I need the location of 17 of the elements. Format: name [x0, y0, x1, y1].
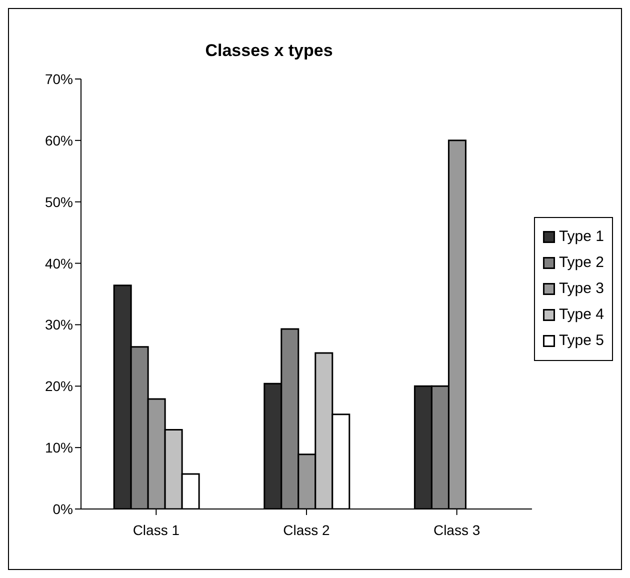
legend-label: Type 3 [558, 279, 604, 299]
legend-label: Type 1 [558, 227, 604, 247]
chart-title: Classes x types [204, 41, 334, 61]
legend-label: Type 4 [558, 305, 604, 325]
y-tick-label: 30% [44, 316, 73, 333]
legend-label: Type 5 [558, 331, 604, 351]
legend-label: Type 2 [558, 253, 604, 273]
x-tick-label: Class 1 [132, 522, 180, 538]
y-tick-label: 20% [44, 378, 73, 394]
y-tick-label: 40% [44, 255, 73, 272]
y-tick-label: 10% [44, 440, 73, 456]
y-tick-label: 0% [52, 500, 73, 517]
x-tick-label: Class 3 [433, 522, 480, 538]
y-tick-label: 50% [44, 194, 73, 210]
x-tick-label: Class 2 [283, 522, 330, 538]
y-tick-label: 60% [44, 132, 73, 148]
y-tick-label: 70% [44, 70, 73, 87]
